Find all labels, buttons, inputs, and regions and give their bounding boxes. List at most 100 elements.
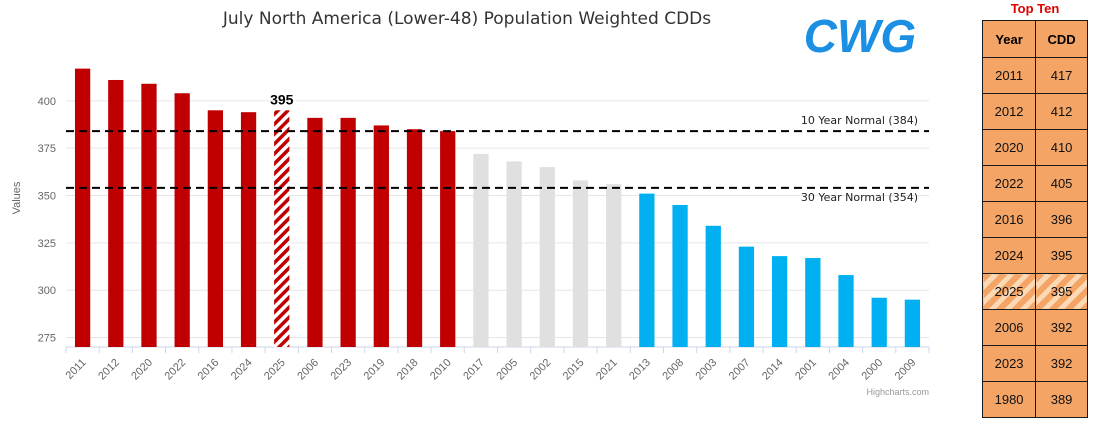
bar-2000	[871, 297, 887, 347]
bar-2019	[373, 125, 389, 348]
x-tick-label: 2019	[362, 357, 388, 383]
top-ten-panel: Top Ten Year CDD 2011 417 2012 412 2020 410 20…	[981, 0, 1088, 418]
bar-2022	[174, 93, 190, 347]
year-header: Year	[981, 20, 1037, 58]
x-tick-label: 2008	[660, 357, 686, 383]
x-tick-label: 2000	[860, 357, 886, 383]
gridlines	[65, 100, 930, 353]
x-tick-label: 2002	[528, 357, 554, 383]
bar-2010	[440, 131, 456, 347]
top-ten-row: 2022 405	[981, 165, 1088, 202]
top-ten-cdd: 389	[1035, 381, 1088, 418]
credits: Highcharts.com	[866, 387, 929, 397]
y-tick-label: 350	[38, 191, 56, 203]
x-tick-label: 2004	[826, 357, 852, 383]
top-ten-cdd: 396	[1035, 201, 1088, 238]
reference-line-label: 10 Year Normal (384)	[801, 114, 918, 127]
top-ten-year: 2016	[981, 201, 1037, 238]
bar-2013	[639, 193, 655, 347]
y-tick-label: 275	[38, 333, 56, 345]
top-ten-year: 2011	[981, 57, 1037, 94]
top-ten-year: 2023	[981, 345, 1037, 382]
x-tick-label: 2011	[64, 357, 89, 382]
y-tick-label: 325	[38, 238, 56, 250]
top-ten-row: 2011 417	[981, 57, 1088, 94]
top-ten-row: 2012 412	[981, 93, 1088, 130]
x-tick-label: 2003	[694, 357, 720, 383]
bar-2012	[108, 79, 124, 347]
x-tick-label: 2009	[893, 357, 919, 383]
bar-2009	[904, 299, 921, 347]
x-tick-label: 2010	[428, 357, 454, 383]
x-tick-label: 2022	[162, 357, 188, 383]
bar-2008	[672, 204, 688, 347]
x-tick-label: 2020	[129, 357, 155, 383]
top-ten-cdd: 412	[1035, 93, 1088, 130]
top-ten-cdd: 392	[1035, 309, 1088, 346]
y-tick-label: 300	[38, 285, 56, 297]
cdd-header: CDD	[1035, 20, 1088, 58]
top-ten-cdd: 405	[1035, 165, 1088, 202]
top-ten-cdd: 392	[1035, 345, 1088, 382]
x-tick-label: 2025	[262, 357, 288, 383]
top-ten-year: 2024	[981, 237, 1037, 274]
top-ten-cdd: 395	[1035, 237, 1088, 274]
top-ten-year: 2022	[981, 165, 1037, 202]
reference-lines: 10 Year Normal (384) 30 Year Normal (354)	[66, 114, 929, 204]
top-ten-title: Top Ten	[1010, 1, 1060, 16]
bars	[74, 68, 921, 348]
y-axis-label: Values	[11, 181, 23, 214]
reference-line-label: 30 Year Normal (354)	[801, 191, 918, 204]
x-tick-label: 2016	[196, 357, 222, 383]
x-axis-ticks: 2011 2012 2020 2022 2016 2024 2025 2006 2023 2019…	[64, 357, 919, 383]
bar-2015	[572, 180, 589, 347]
y-axis-ticks: 275 300 325 350 375 400	[38, 96, 56, 345]
bar-2014	[772, 256, 788, 347]
bar-2011	[74, 68, 91, 348]
top-ten-table: Year CDD 2011 417 2012 412 2020 410 2022 405 201…	[981, 20, 1088, 418]
x-tick-label: 2007	[727, 357, 753, 383]
x-tick-label: 2015	[561, 357, 587, 383]
bar-2005	[506, 161, 522, 347]
x-tick-label: 2001	[793, 357, 819, 383]
top-ten-row: 2016 396	[981, 201, 1088, 238]
top-ten-row: 2024 395	[981, 237, 1088, 274]
bar-2007	[738, 246, 755, 347]
top-ten-row: 2023 392	[981, 345, 1088, 382]
bar-2020	[141, 83, 157, 348]
x-tick-label: 2012	[96, 357, 122, 383]
top-ten-header-row: Year CDD	[981, 20, 1088, 58]
data-labels: 395	[270, 91, 294, 107]
bar-2016	[207, 110, 223, 347]
top-ten-cdd: 395	[1035, 273, 1088, 310]
bar-2002	[539, 167, 555, 347]
bar-2001	[805, 257, 821, 347]
top-ten-year: 1980	[981, 381, 1037, 418]
top-ten-year: 2020	[981, 129, 1037, 166]
top-ten-row: 2020 410	[981, 129, 1088, 166]
x-tick-label: 2017	[461, 357, 487, 383]
top-ten-row: 2006 392	[981, 309, 1088, 346]
cwg-logo: CWG	[804, 10, 916, 62]
x-tick-label: 2024	[229, 357, 255, 383]
bar-2017	[473, 153, 489, 347]
chart: July North America (Lower-48) Population…	[11, 9, 930, 397]
top-ten-row: 2025 395	[981, 273, 1088, 310]
cwg-logo-text: CWG	[804, 10, 916, 62]
bar-2003	[705, 225, 721, 347]
y-tick-label: 375	[38, 143, 56, 155]
x-tick-label: 2014	[760, 357, 786, 383]
bar-2006	[307, 117, 323, 347]
top-ten-body: 2011 417 2012 412 2020 410 2022 405 2016 396 2024 3…	[981, 57, 1088, 418]
bar-2018	[406, 129, 423, 347]
bar-2023	[340, 117, 356, 347]
x-tick-label: 2023	[328, 357, 354, 383]
top-ten-cdd: 410	[1035, 129, 1088, 166]
top-ten-cdd: 417	[1035, 57, 1088, 94]
bar-2024	[240, 112, 257, 347]
x-tick-label: 2006	[295, 357, 321, 383]
x-tick-label: 2018	[395, 357, 421, 383]
x-tick-label: 2021	[594, 357, 620, 383]
chart-title: July North America (Lower-48) Population…	[222, 9, 711, 29]
top-ten-row: 1980 389	[981, 381, 1088, 418]
